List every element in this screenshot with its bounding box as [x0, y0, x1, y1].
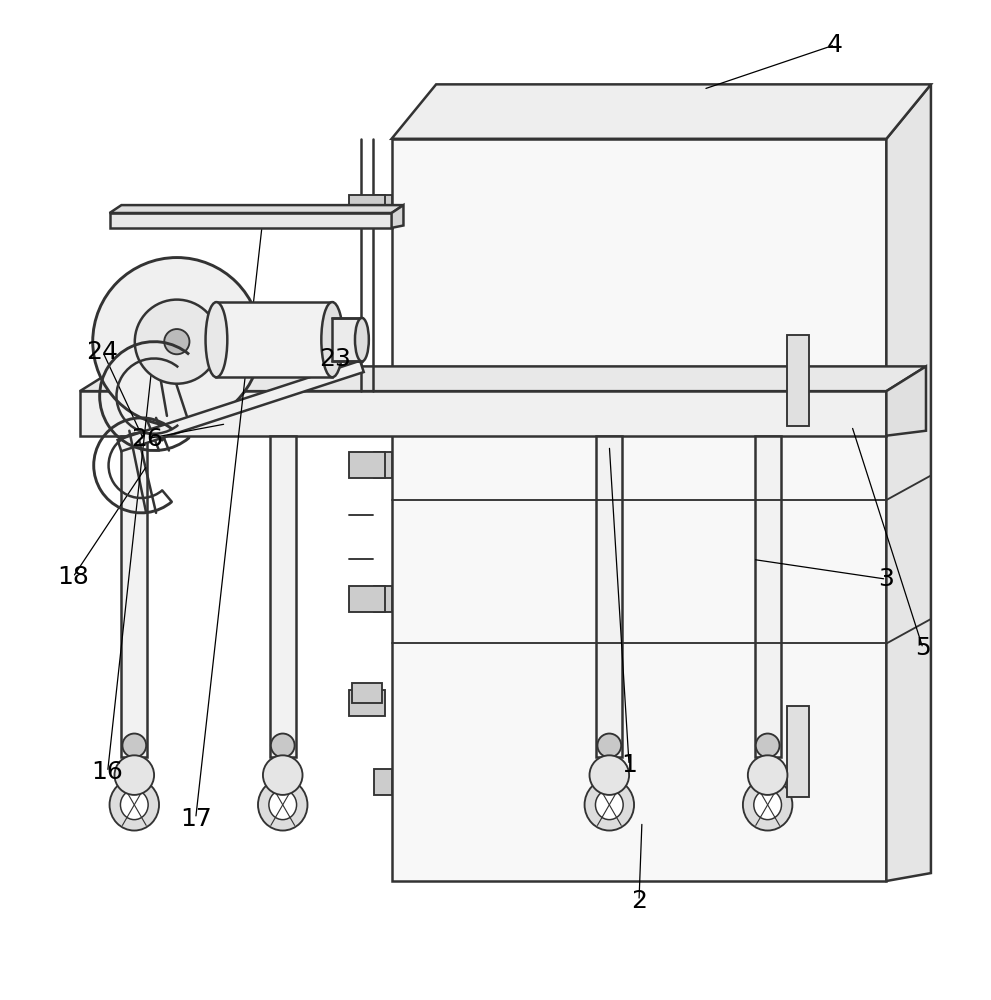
- Circle shape: [263, 755, 302, 795]
- Text: 26: 26: [131, 427, 164, 451]
- Circle shape: [123, 734, 146, 757]
- Polygon shape: [391, 205, 403, 228]
- Bar: [391, 139, 886, 881]
- Text: 5: 5: [915, 636, 931, 660]
- Bar: [374, 452, 391, 478]
- Bar: [349, 690, 385, 716]
- Ellipse shape: [754, 790, 782, 820]
- Polygon shape: [216, 302, 332, 377]
- Polygon shape: [332, 318, 362, 361]
- Circle shape: [598, 734, 621, 757]
- Text: 4: 4: [826, 33, 843, 57]
- Bar: [270, 436, 295, 757]
- Bar: [755, 436, 781, 757]
- Circle shape: [93, 258, 261, 426]
- Ellipse shape: [355, 318, 369, 361]
- Bar: [374, 769, 391, 795]
- Bar: [349, 586, 385, 612]
- Bar: [349, 452, 385, 478]
- Bar: [349, 195, 385, 221]
- Bar: [788, 335, 810, 426]
- Ellipse shape: [110, 779, 159, 831]
- Bar: [597, 436, 622, 757]
- Ellipse shape: [121, 790, 148, 820]
- Ellipse shape: [205, 302, 227, 377]
- Ellipse shape: [585, 779, 634, 831]
- Polygon shape: [110, 205, 403, 213]
- Circle shape: [115, 755, 154, 795]
- Ellipse shape: [321, 302, 343, 377]
- Polygon shape: [80, 366, 926, 391]
- Circle shape: [135, 300, 219, 384]
- Circle shape: [271, 734, 294, 757]
- Ellipse shape: [743, 779, 793, 831]
- Polygon shape: [391, 84, 931, 139]
- Ellipse shape: [269, 790, 296, 820]
- Circle shape: [756, 734, 780, 757]
- Ellipse shape: [258, 779, 307, 831]
- Bar: [110, 213, 391, 228]
- Bar: [122, 436, 147, 757]
- Bar: [80, 391, 886, 436]
- Polygon shape: [886, 366, 926, 436]
- Polygon shape: [886, 84, 931, 881]
- Bar: [374, 195, 391, 221]
- Text: 1: 1: [621, 753, 637, 777]
- Text: 3: 3: [878, 567, 894, 591]
- Text: 23: 23: [319, 347, 351, 371]
- Text: 24: 24: [86, 340, 119, 364]
- Text: 16: 16: [91, 760, 124, 784]
- Bar: [374, 586, 391, 612]
- Ellipse shape: [596, 790, 623, 820]
- Polygon shape: [118, 361, 364, 451]
- Bar: [352, 683, 382, 703]
- Text: 18: 18: [57, 565, 89, 589]
- Text: 2: 2: [631, 889, 647, 913]
- Text: 17: 17: [179, 807, 211, 831]
- Circle shape: [165, 329, 189, 354]
- Bar: [788, 706, 810, 797]
- Circle shape: [748, 755, 788, 795]
- Circle shape: [590, 755, 629, 795]
